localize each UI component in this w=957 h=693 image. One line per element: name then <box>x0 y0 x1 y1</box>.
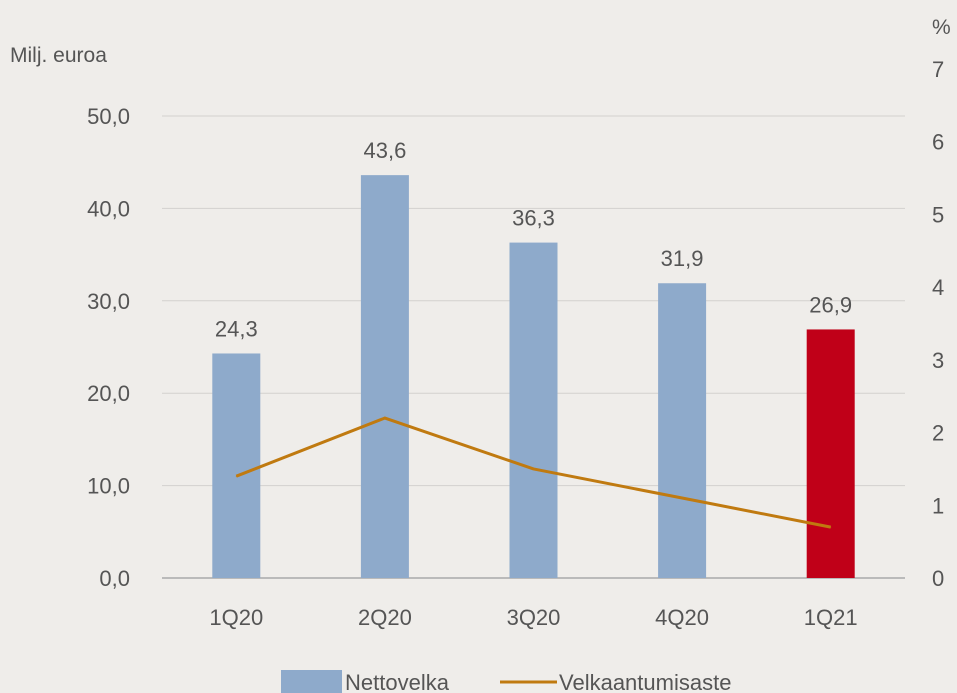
right-tick-label: 6 <box>932 130 944 155</box>
line-point-3q20 <box>533 468 534 470</box>
right-tick-label: 1 <box>932 493 944 518</box>
legend-swatch-nettovelka <box>281 670 342 693</box>
data-label-1q21: 26,9 <box>809 292 852 317</box>
left-tick-label: 40,0 <box>87 196 130 221</box>
right-tick-label: 7 <box>932 57 944 82</box>
data-label-3q20: 36,3 <box>512 206 555 231</box>
right-axis-label: % <box>932 16 951 39</box>
left-tick-label: 20,0 <box>87 381 130 406</box>
right-tick-label: 2 <box>932 421 944 446</box>
data-labels: 24,3 43,6 36,3 31,9 26,9 <box>215 138 852 341</box>
left-tick-label: 50,0 <box>87 104 130 129</box>
legend-label-nettovelka: Nettovelka <box>345 670 450 693</box>
bar-2q20 <box>360 175 409 579</box>
line-point-4q20 <box>681 497 683 499</box>
data-label-4q20: 31,9 <box>661 246 704 271</box>
right-tick-label: 4 <box>932 275 944 300</box>
category-label-3q20: 3Q20 <box>507 605 561 630</box>
right-tick-label: 5 <box>932 202 944 227</box>
bars <box>212 175 855 579</box>
legend: Nettovelka Velkaantumisaste <box>281 670 731 693</box>
right-tick-label: 0 <box>932 566 944 591</box>
category-labels: 1Q20 2Q20 3Q20 4Q20 1Q21 <box>209 605 857 630</box>
left-tick-label: 30,0 <box>87 289 130 314</box>
line-point-1q21 <box>830 526 832 528</box>
bar-1q20 <box>212 353 261 578</box>
category-label-4q20: 4Q20 <box>655 605 709 630</box>
left-tick-label: 10,0 <box>87 474 130 499</box>
data-label-1q20: 24,3 <box>215 316 258 341</box>
line-series <box>235 416 832 529</box>
line-point-1q20 <box>235 475 237 477</box>
left-axis-ticks: 0,0 10,0 20,0 30,0 40,0 50,0 <box>87 104 130 591</box>
right-axis-ticks: 0 1 2 3 4 5 6 7 <box>932 57 944 591</box>
bar-3q20 <box>509 242 558 578</box>
left-tick-label: 0,0 <box>99 566 130 591</box>
category-label-2q20: 2Q20 <box>358 605 412 630</box>
legend-label-velkaantumisaste: Velkaantumisaste <box>559 670 731 693</box>
right-tick-label: 3 <box>932 348 944 373</box>
data-label-2q20: 43,6 <box>363 138 406 163</box>
bar-1q21 <box>806 329 855 578</box>
category-label-1q20: 1Q20 <box>209 605 263 630</box>
left-axis-label: Milj. euroa <box>10 44 107 67</box>
line-point-2q20 <box>384 417 386 419</box>
bar-4q20 <box>658 283 707 578</box>
category-label-1q21: 1Q21 <box>804 605 858 630</box>
